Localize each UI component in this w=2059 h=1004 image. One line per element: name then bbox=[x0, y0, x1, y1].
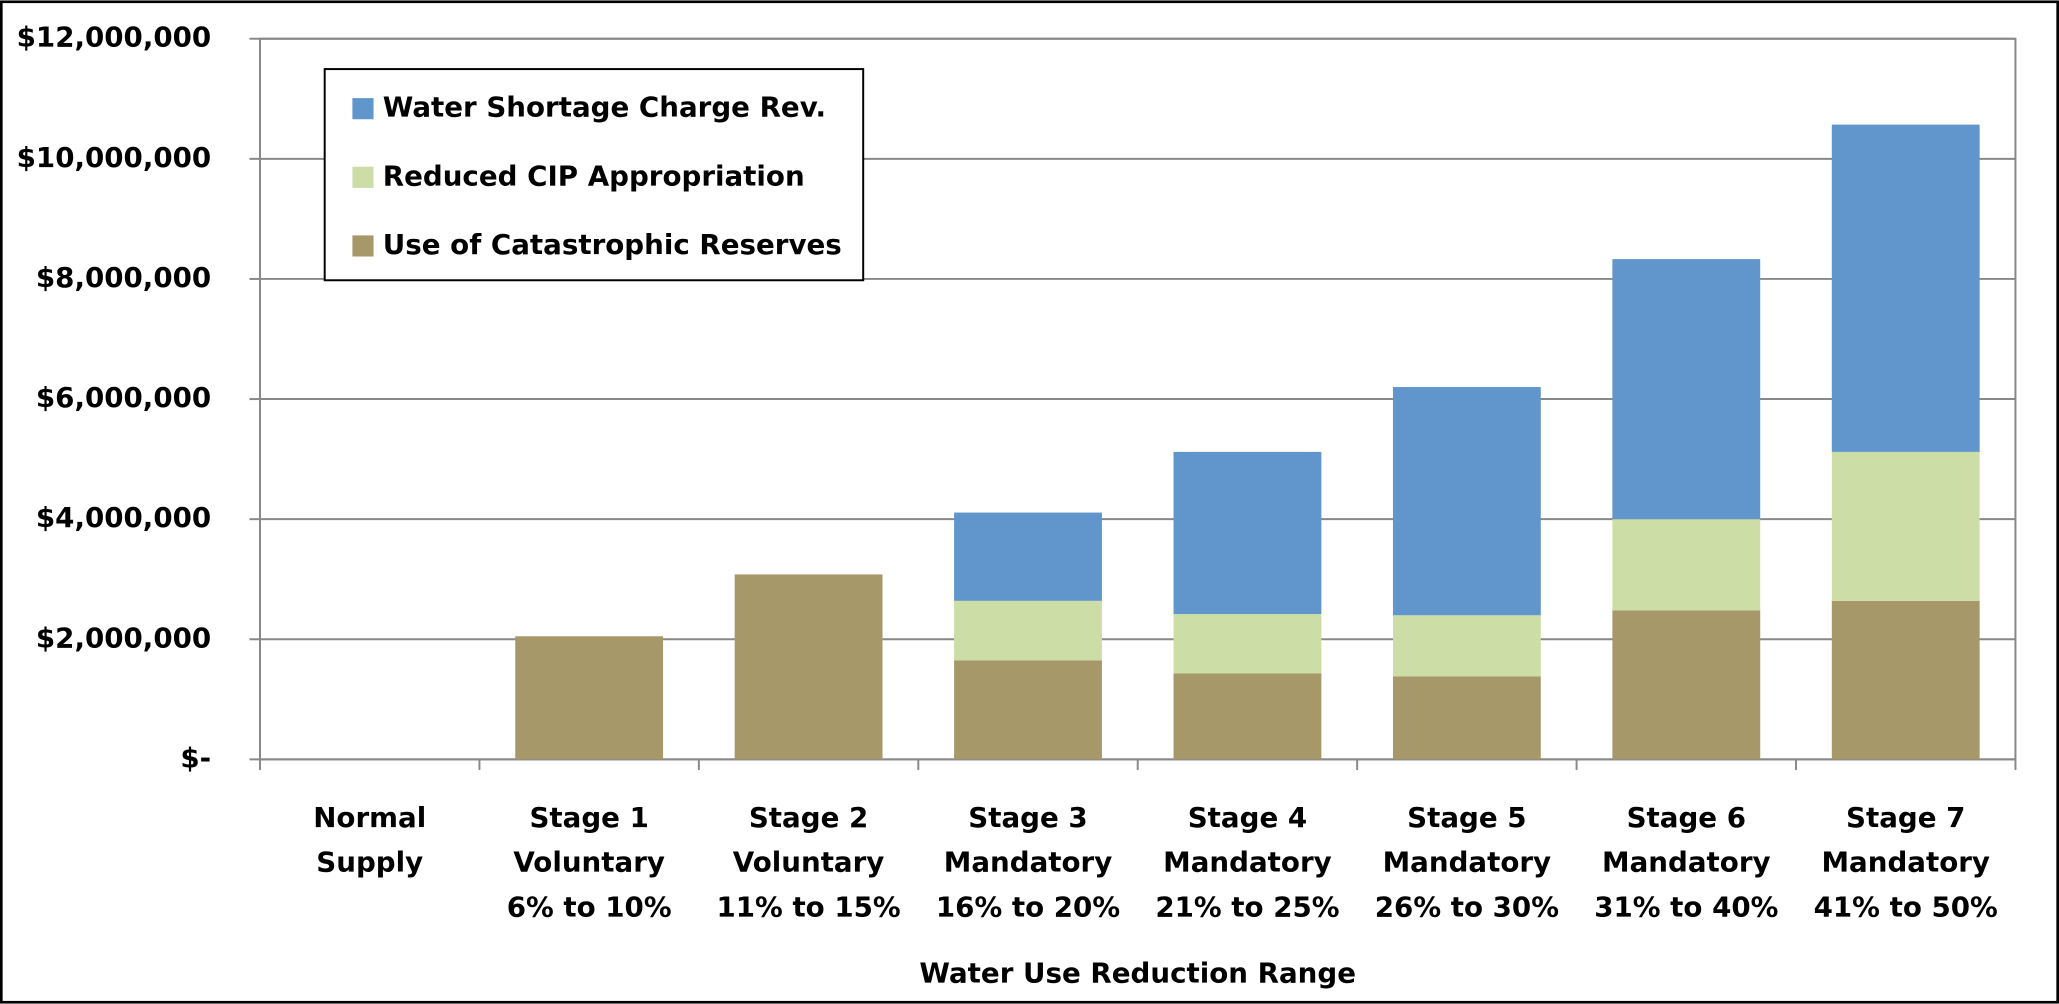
y-tick-label: $2,000,000 bbox=[36, 621, 211, 654]
x-tick-label-line: 21% to 25% bbox=[1155, 891, 1339, 924]
x-tick-label-line: Stage 3 bbox=[968, 801, 1087, 834]
x-tick-label-line: 11% to 15% bbox=[716, 891, 900, 924]
bar-segment bbox=[1612, 610, 1761, 760]
y-tick-label: $10,000,000 bbox=[17, 141, 212, 174]
x-tick-label: Normal Supply bbox=[313, 801, 426, 879]
y-tick-label: $12,000,000 bbox=[17, 21, 212, 54]
bar-segment bbox=[954, 600, 1102, 661]
x-tick-label-line: Mandatory bbox=[1602, 846, 1771, 879]
x-tick-label: Stage 6 Mandatory 31% to 40% bbox=[1594, 801, 1778, 924]
bar-segment bbox=[1831, 451, 1980, 601]
bar-segment bbox=[1831, 600, 1980, 760]
y-tick-label: $4,000,000 bbox=[36, 501, 211, 534]
x-tick-label-line: 26% to 30% bbox=[1375, 891, 1559, 924]
x-tick-label-line: Stage 7 bbox=[1846, 801, 1965, 834]
bar-segment bbox=[515, 636, 664, 760]
bar-segment bbox=[1173, 673, 1322, 760]
x-tick-label-line: Supply bbox=[316, 846, 423, 879]
x-tick-label-line: Normal bbox=[313, 801, 426, 834]
x-tick-label: Stage 5 Mandatory 26% to 30% bbox=[1375, 801, 1559, 924]
legend-swatch bbox=[352, 235, 374, 257]
bar-segment bbox=[1173, 451, 1322, 615]
x-tick-label-line: Mandatory bbox=[1163, 846, 1332, 879]
legend-box bbox=[323, 68, 865, 282]
y-tick-label: $6,000,000 bbox=[36, 381, 211, 414]
x-tick-label-line: Voluntary bbox=[513, 846, 665, 879]
bar-segment bbox=[954, 660, 1102, 760]
x-tick-label-line: 41% to 50% bbox=[1814, 891, 1998, 924]
x-tick-label: Stage 2 Voluntary 11% to 15% bbox=[716, 801, 900, 924]
x-tick-label-line: Stage 1 bbox=[529, 801, 648, 834]
bar-segment bbox=[1392, 676, 1541, 760]
x-tick-label-line: Stage 5 bbox=[1407, 801, 1526, 834]
x-tick-label: Stage 7 Mandatory 41% to 50% bbox=[1814, 801, 1998, 924]
bar-segment bbox=[734, 574, 883, 760]
x-tick-label: Stage 4 Mandatory 21% to 25% bbox=[1155, 801, 1339, 924]
x-tick-label-line: Mandatory bbox=[1383, 846, 1552, 879]
legend-label: Use of Catastrophic Reserves bbox=[383, 228, 842, 261]
x-tick-label-line: 31% to 40% bbox=[1594, 891, 1778, 924]
legend-label: Reduced CIP Appropriation bbox=[383, 159, 805, 192]
bar-segment bbox=[954, 512, 1102, 601]
bar-segment bbox=[1392, 387, 1541, 616]
x-tick-label-line: Stage 6 bbox=[1627, 801, 1746, 834]
bar-segment bbox=[1173, 614, 1322, 674]
bar-segment bbox=[1392, 615, 1541, 677]
y-tick-label: $8,000,000 bbox=[36, 261, 211, 294]
bar-segment bbox=[1612, 519, 1761, 611]
legend-swatch bbox=[352, 98, 374, 120]
x-tick-label-line: Voluntary bbox=[733, 846, 885, 879]
y-tick-label: $- bbox=[180, 741, 211, 774]
legend-label: Water Shortage Charge Rev. bbox=[383, 91, 826, 124]
x-tick-label-line: Mandatory bbox=[944, 846, 1113, 879]
x-tick-label-line: 6% to 10% bbox=[507, 891, 672, 924]
x-tick-label: Stage 1 Voluntary 6% to 10% bbox=[507, 801, 672, 924]
x-axis-label: Water Use Reduction Range bbox=[919, 957, 1356, 990]
x-tick-label: Stage 3 Mandatory 16% to 20% bbox=[936, 801, 1120, 924]
bar-segment bbox=[1831, 124, 1980, 452]
bar-segment bbox=[1612, 259, 1761, 520]
legend-swatch bbox=[352, 166, 374, 188]
x-tick-label-line: Stage 2 bbox=[749, 801, 868, 834]
x-tick-label-line: Mandatory bbox=[1821, 846, 1990, 879]
x-tick-label-line: 16% to 20% bbox=[936, 891, 1120, 924]
x-tick-label-line: Stage 4 bbox=[1188, 801, 1307, 834]
